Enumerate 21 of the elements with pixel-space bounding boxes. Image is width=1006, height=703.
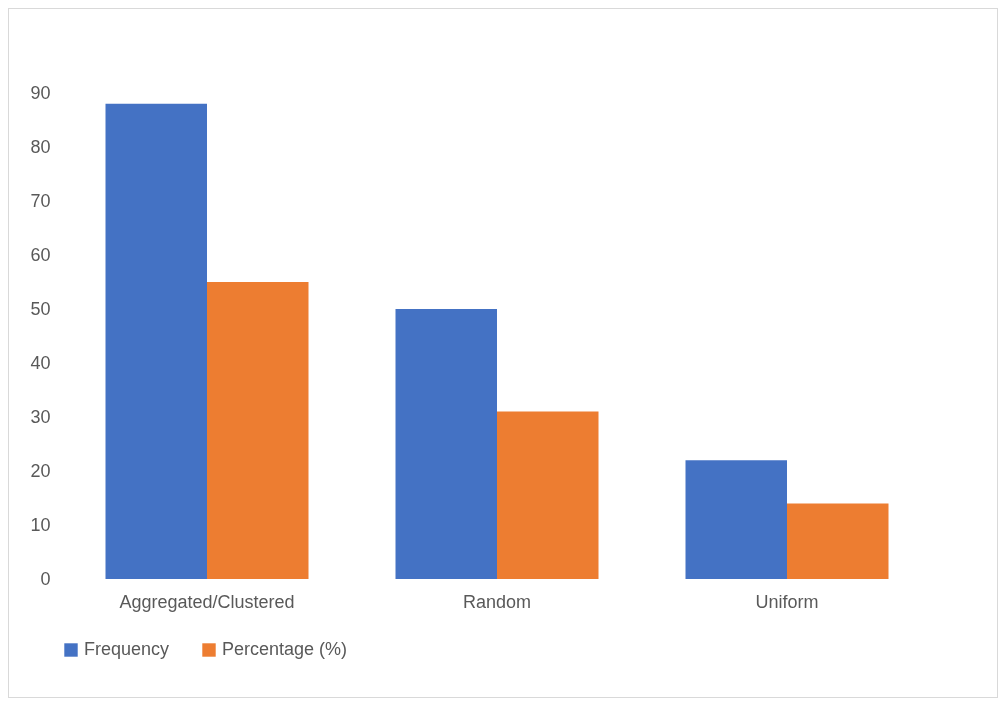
bar	[105, 103, 207, 579]
y-tick-label: 80	[30, 136, 51, 157]
x-tick-label: Aggregated/Clustered	[119, 591, 295, 612]
x-tick-label: Uniform	[755, 591, 819, 612]
y-tick-label: 30	[30, 406, 51, 427]
bar	[497, 411, 599, 579]
y-tick-label: 10	[30, 514, 51, 535]
y-tick-label: 0	[40, 568, 51, 589]
bar	[685, 460, 787, 579]
y-tick-label: 70	[30, 190, 51, 211]
legend-label: Percentage (%)	[222, 639, 348, 659]
bar	[395, 309, 497, 579]
bar	[787, 503, 889, 579]
y-tick-label: 20	[30, 460, 51, 481]
legend-label: Frequency	[84, 639, 170, 659]
y-tick-label: 50	[30, 298, 51, 319]
x-tick-label: Random	[462, 591, 532, 612]
y-tick-label: 90	[30, 82, 51, 103]
bar	[207, 282, 309, 579]
y-tick-label: 40	[30, 352, 51, 373]
y-tick-label: 60	[30, 244, 51, 265]
